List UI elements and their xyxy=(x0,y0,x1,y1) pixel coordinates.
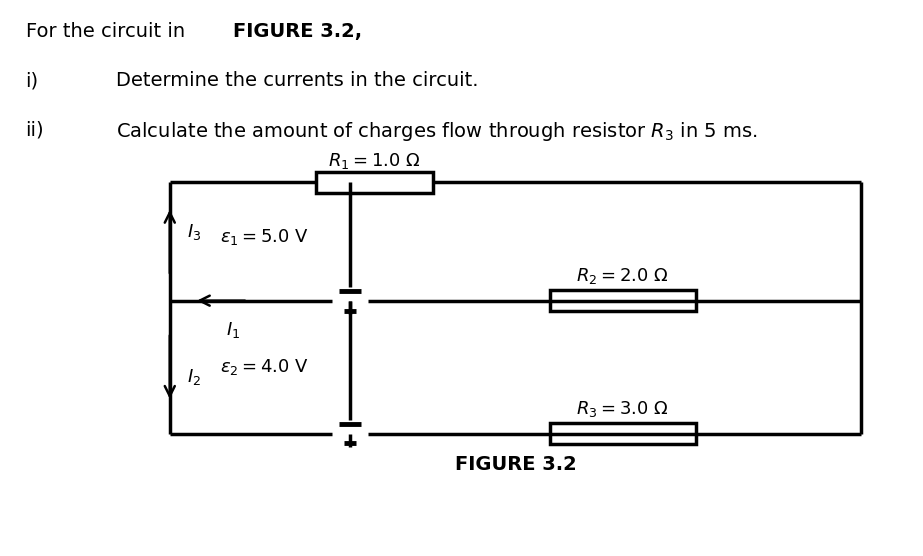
Text: Determine the currents in the circuit.: Determine the currents in the circuit. xyxy=(116,71,479,90)
Text: $R_2 = 2.0\ \Omega$: $R_2 = 2.0\ \Omega$ xyxy=(577,266,669,286)
Text: FIGURE 3.2,: FIGURE 3.2, xyxy=(234,22,362,41)
Text: FIGURE 3.2: FIGURE 3.2 xyxy=(455,455,577,474)
Bar xyxy=(550,290,696,311)
Bar xyxy=(550,423,696,444)
Bar xyxy=(316,172,433,193)
Text: i): i) xyxy=(26,71,39,90)
Text: ii): ii) xyxy=(26,121,44,140)
Text: $I_1$: $I_1$ xyxy=(226,320,240,340)
Text: Calculate the amount of charges flow through resistor $R_3$ in 5 ms.: Calculate the amount of charges flow thr… xyxy=(116,121,758,143)
Text: $\varepsilon_2 = 4.0\ \mathrm{V}$: $\varepsilon_2 = 4.0\ \mathrm{V}$ xyxy=(220,357,309,377)
Text: $R_1 = 1.0\ \Omega$: $R_1 = 1.0\ \Omega$ xyxy=(328,151,421,171)
Text: $\varepsilon_1 = 5.0\ \mathrm{V}$: $\varepsilon_1 = 5.0\ \mathrm{V}$ xyxy=(220,227,309,247)
Text: $I_2$: $I_2$ xyxy=(187,367,201,387)
Text: For the circuit in: For the circuit in xyxy=(26,22,191,41)
Text: $I_3$: $I_3$ xyxy=(187,222,201,242)
Text: $R_3 = 3.0\ \Omega$: $R_3 = 3.0\ \Omega$ xyxy=(577,399,669,419)
